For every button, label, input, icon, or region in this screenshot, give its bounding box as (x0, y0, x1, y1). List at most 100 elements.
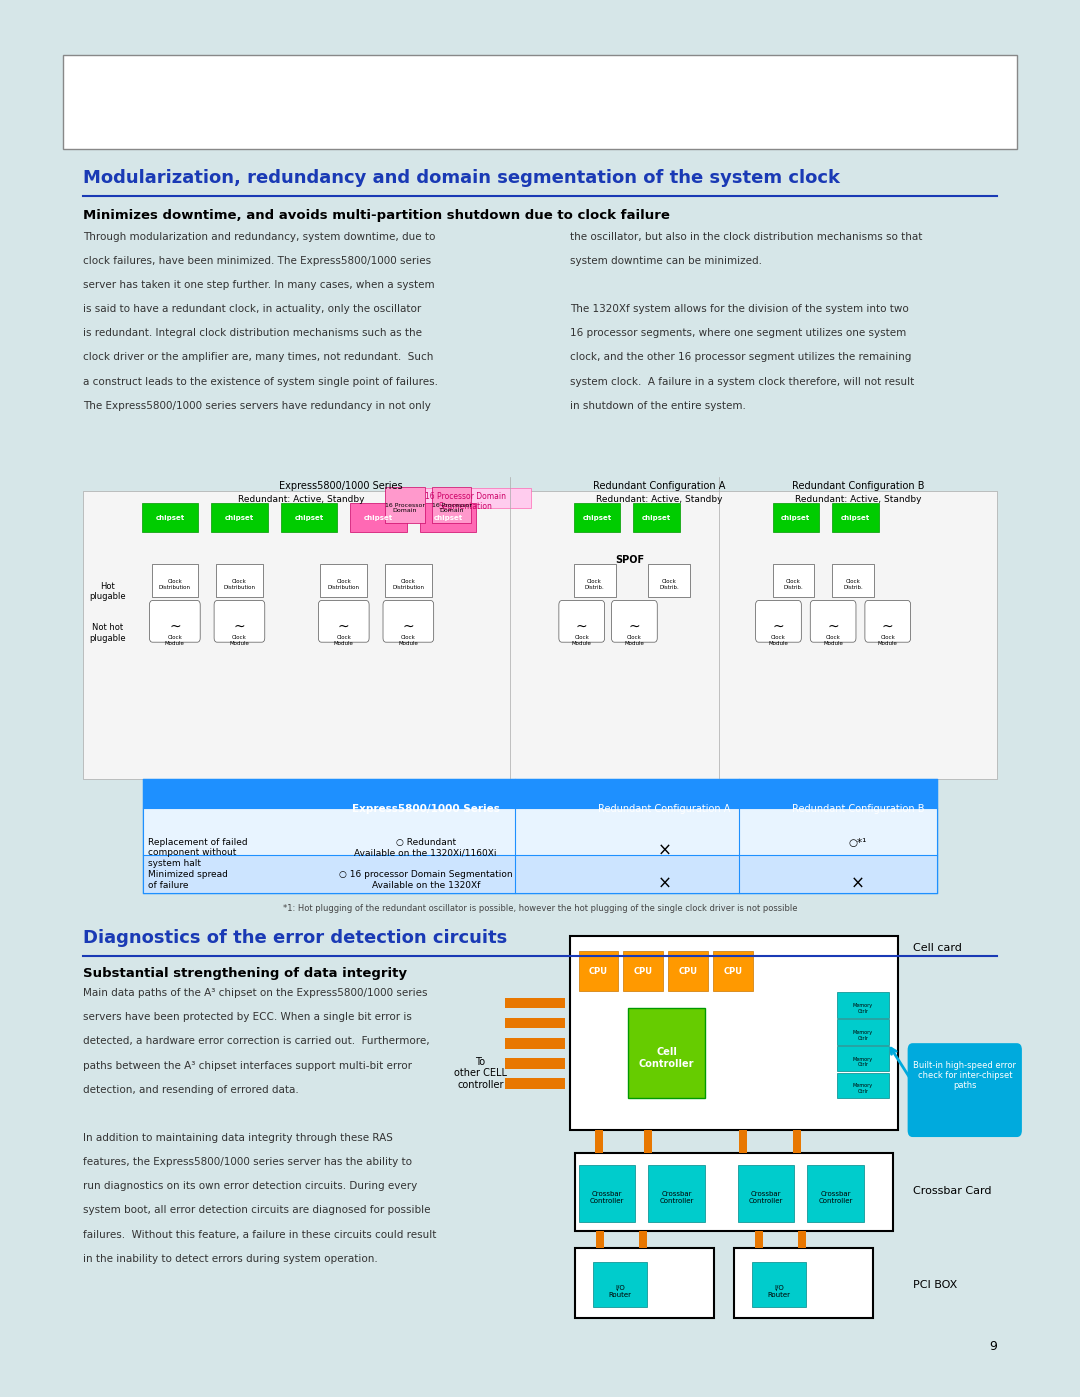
Text: system clock.  A failure in a system clock therefore, will not result: system clock. A failure in a system cloc… (570, 377, 914, 387)
Text: CPU: CPU (724, 967, 742, 975)
Text: ~: ~ (576, 619, 588, 633)
Text: in shutdown of the entire system.: in shutdown of the entire system. (570, 401, 745, 411)
Text: Clock
Module: Clock Module (769, 636, 788, 647)
FancyBboxPatch shape (837, 1073, 889, 1098)
Text: chipset: chipset (841, 514, 870, 521)
Text: Clock
Distribution: Clock Distribution (392, 580, 424, 590)
FancyBboxPatch shape (832, 564, 874, 597)
FancyBboxPatch shape (558, 601, 605, 643)
Text: system downtime can be minimized.: system downtime can be minimized. (570, 256, 761, 265)
FancyBboxPatch shape (505, 1078, 565, 1088)
FancyBboxPatch shape (837, 992, 889, 1017)
Text: paths between the A³ chipset interfaces support multi-bit error: paths between the A³ chipset interfaces … (83, 1060, 411, 1070)
FancyBboxPatch shape (772, 564, 814, 597)
Text: in the inability to detect errors during system operation.: in the inability to detect errors during… (83, 1253, 378, 1264)
Text: chipset: chipset (781, 514, 810, 521)
Text: Redundant Configuration A: Redundant Configuration A (598, 805, 730, 814)
Text: Diagnostics of the error detection circuits: Diagnostics of the error detection circu… (83, 929, 508, 947)
Text: Memory
Ctrlr: Memory Ctrlr (853, 1084, 873, 1094)
FancyBboxPatch shape (151, 564, 199, 597)
FancyBboxPatch shape (739, 1130, 746, 1153)
FancyBboxPatch shape (350, 503, 407, 532)
Text: Clock
Distrib.: Clock Distrib. (584, 580, 605, 590)
Text: ~: ~ (882, 619, 893, 633)
Text: Clock
Module: Clock Module (165, 636, 185, 647)
Text: Memory
Ctrlr: Memory Ctrlr (853, 1056, 873, 1067)
FancyBboxPatch shape (752, 1261, 807, 1308)
Text: ~: ~ (170, 619, 180, 633)
Text: Clock
Module: Clock Module (571, 636, 592, 647)
Text: Clock
Module: Clock Module (878, 636, 897, 647)
Text: Clock
Distribution: Clock Distribution (159, 580, 191, 590)
FancyBboxPatch shape (629, 1009, 705, 1098)
FancyBboxPatch shape (141, 503, 199, 532)
Text: failures.  Without this feature, a failure in these circuits could result: failures. Without this feature, a failur… (83, 1229, 436, 1239)
FancyBboxPatch shape (214, 601, 265, 643)
Text: Crossbar Card: Crossbar Card (913, 1186, 991, 1196)
Text: Crossbar
Controller: Crossbar Controller (590, 1190, 624, 1204)
Text: ~: ~ (233, 619, 245, 633)
Text: 16 Processor Domain
Segmentation: 16 Processor Domain Segmentation (426, 492, 505, 511)
FancyBboxPatch shape (384, 486, 424, 522)
FancyBboxPatch shape (832, 503, 879, 532)
FancyBboxPatch shape (645, 1130, 652, 1153)
FancyBboxPatch shape (149, 601, 200, 643)
Text: Clock
Module: Clock Module (229, 636, 249, 647)
Text: Cell card: Cell card (913, 943, 961, 953)
Text: Clock
Distribution: Clock Distribution (327, 580, 360, 590)
Text: chipset: chipset (156, 514, 185, 521)
FancyBboxPatch shape (432, 486, 472, 522)
Text: 16 processor segments, where one segment utilizes one system: 16 processor segments, where one segment… (570, 328, 906, 338)
FancyBboxPatch shape (143, 780, 937, 809)
Text: Main data paths of the A³ chipset on the Express5800/1000 series: Main data paths of the A³ chipset on the… (83, 988, 428, 999)
FancyBboxPatch shape (807, 1165, 864, 1221)
Text: Through modularization and redundancy, system downtime, due to: Through modularization and redundancy, s… (83, 232, 435, 242)
FancyBboxPatch shape (319, 601, 369, 643)
FancyBboxPatch shape (63, 54, 1017, 148)
Text: chipset: chipset (643, 514, 672, 521)
Text: Clock
Distrib.: Clock Distrib. (783, 580, 804, 590)
FancyBboxPatch shape (595, 1130, 603, 1153)
FancyBboxPatch shape (383, 601, 434, 643)
Text: Redundant Configuration A: Redundant Configuration A (593, 481, 726, 492)
FancyBboxPatch shape (794, 1130, 801, 1153)
FancyBboxPatch shape (772, 503, 820, 532)
Text: PCI BOX: PCI BOX (913, 1280, 957, 1289)
Text: Modularization, redundancy and domain segmentation of the system clock: Modularization, redundancy and domain se… (83, 169, 840, 187)
Text: Clock
Module: Clock Module (399, 636, 418, 647)
Text: To
other CELL
controller: To other CELL controller (454, 1056, 507, 1090)
Text: SPOF: SPOF (615, 555, 644, 564)
FancyBboxPatch shape (798, 1231, 807, 1249)
Text: I/O
Router: I/O Router (768, 1285, 791, 1298)
Text: ~: ~ (403, 619, 414, 633)
Text: Cell
Controller: Cell Controller (639, 1048, 694, 1069)
Text: a construct leads to the existence of system single point of failures.: a construct leads to the existence of sy… (83, 377, 438, 387)
Text: CPU: CPU (589, 967, 608, 975)
Text: Clock
Module: Clock Module (334, 636, 354, 647)
FancyBboxPatch shape (505, 1038, 565, 1049)
FancyBboxPatch shape (907, 1044, 1022, 1137)
FancyBboxPatch shape (733, 1249, 873, 1319)
Text: Crossbar
Controller: Crossbar Controller (660, 1190, 693, 1204)
Text: Express5800/1000 Series: Express5800/1000 Series (280, 481, 403, 492)
Text: *1: Hot plugging of the redundant oscillator is possible, however the hot pluggi: *1: Hot plugging of the redundant oscill… (283, 904, 797, 912)
Text: Redundant Configuration B: Redundant Configuration B (792, 481, 924, 492)
Text: detected, a hardware error correction is carried out.  Furthermore,: detected, a hardware error correction is… (83, 1037, 430, 1046)
Text: Redundant: Active, Standby: Redundant: Active, Standby (795, 495, 921, 504)
Text: ~: ~ (629, 619, 640, 633)
Text: Replacement of failed
component without
system halt: Replacement of failed component without … (148, 838, 247, 868)
FancyBboxPatch shape (570, 936, 897, 1130)
FancyBboxPatch shape (384, 564, 432, 597)
FancyBboxPatch shape (810, 601, 856, 643)
FancyBboxPatch shape (756, 601, 801, 643)
FancyBboxPatch shape (633, 503, 680, 532)
Text: server has taken it one step further. In many cases, when a system: server has taken it one step further. In… (83, 279, 434, 291)
Text: Clock
Distrib.: Clock Distrib. (659, 580, 679, 590)
Text: chipset: chipset (433, 514, 462, 521)
Text: ~: ~ (772, 619, 784, 633)
Text: chipset: chipset (295, 514, 324, 521)
FancyBboxPatch shape (669, 950, 707, 990)
FancyBboxPatch shape (713, 950, 753, 990)
FancyBboxPatch shape (865, 601, 910, 643)
Text: 9: 9 (989, 1340, 997, 1352)
